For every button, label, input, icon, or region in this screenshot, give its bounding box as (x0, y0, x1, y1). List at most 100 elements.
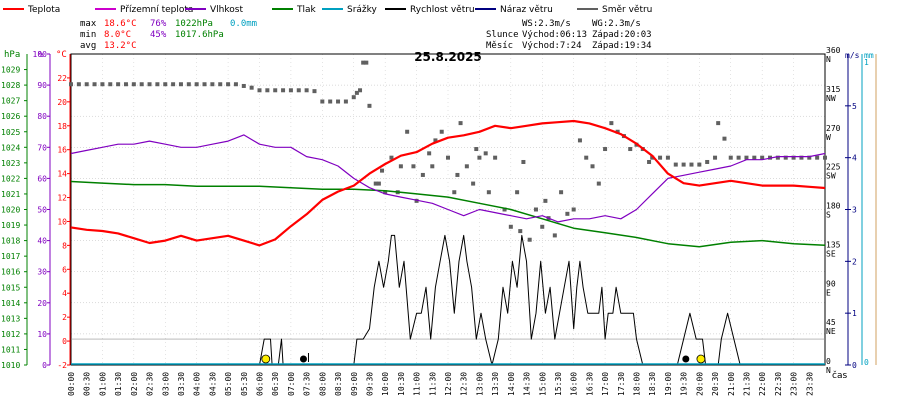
pressure-tick-label: 1014 (1, 299, 20, 308)
legend-item-7: Směr větru (577, 5, 652, 15)
x-tick-label: 15:00 (538, 372, 547, 396)
x-tick: 23:30 (805, 372, 814, 396)
direction-tick-value: 315 (826, 85, 841, 94)
wind-direction-point (210, 82, 215, 87)
x-tick: 11:00 (413, 372, 422, 396)
x-tick-label: 08:00 (318, 372, 327, 396)
temperature-tick-label: 22 (57, 74, 67, 83)
temperature-tick-label: 20 (57, 98, 67, 107)
wind-speed-line (71, 234, 825, 366)
wind-direction-point (673, 162, 678, 167)
wind-direction-point (584, 155, 589, 160)
x-tick-label: 04:30 (208, 372, 217, 396)
wind-direction-point (389, 155, 394, 160)
pressure-tick-label: 1017 (1, 252, 20, 261)
x-tick: 20:00 (695, 372, 704, 396)
wind-direction-point (502, 207, 507, 212)
x-tick: 17:00 (601, 372, 610, 396)
x-tick-label: 15:30 (554, 372, 563, 396)
wind-direction-point (658, 155, 663, 160)
wind-direction-point (76, 82, 81, 87)
x-tick-label: 10:00 (381, 372, 390, 396)
x-tick-label: 11:30 (428, 372, 437, 396)
wind-direction-point (752, 155, 757, 160)
x-tick: 18:00 (633, 372, 642, 396)
x-axis: 00:00 00:30 01:00 01:30 02:00 02:30 03:00 03:30… (67, 372, 814, 396)
x-tick-label: 05:30 (240, 372, 249, 396)
wind-direction-point (596, 181, 601, 186)
x-tick-label: 23:30 (805, 372, 814, 396)
wind-direction-point (477, 155, 482, 160)
x-tick: 04:30 (208, 372, 217, 396)
x-tick-label: 17:00 (601, 372, 610, 396)
x-tick: 12:30 (460, 372, 469, 396)
wind-direction-point (493, 155, 498, 160)
x-tick-label: 05:00 (224, 372, 233, 396)
wind-direction-point (571, 207, 576, 212)
temperature-tick-label: 14 (57, 170, 67, 179)
temperature-tick-label: 8 (62, 241, 67, 250)
wind-direction-point (783, 155, 788, 160)
x-tick: 02:00 (130, 372, 139, 396)
x-tick: 16:30 (585, 372, 594, 396)
x-tick-label: 10:30 (397, 372, 406, 396)
wind-direction-point (565, 211, 570, 216)
x-tick-label: 07:30 (303, 372, 312, 396)
wind-tick-label: 4 (852, 154, 857, 163)
wind-direction-point (226, 82, 231, 87)
wind-direction-point (364, 60, 369, 65)
wind-direction-point (815, 155, 820, 160)
x-tick-label: 00:30 (83, 372, 92, 396)
x-tick-label: 01:30 (114, 372, 123, 396)
x-tick: 11:30 (428, 372, 437, 396)
x-tick-label: 02:30 (146, 372, 155, 396)
direction-tick-value: 135 (826, 240, 841, 249)
plot-frame (70, 53, 826, 366)
direction-tick-value: 225 (826, 163, 841, 172)
humidity-tick-label: 70 (37, 143, 47, 152)
x-tick: 05:00 (224, 372, 233, 396)
wind-direction-point (486, 190, 491, 195)
stat-temp-min: 8.0°C (104, 30, 131, 40)
pressure-tick-label: 1016 (1, 268, 20, 277)
wind-direction-series (69, 60, 827, 242)
wind-direction-point (665, 155, 670, 160)
wind-direction-point (807, 155, 812, 160)
stats-block: max 18.6°C 76% 1022hPa 0.0mm min 8.0°C 45% 1017.… (80, 19, 652, 51)
legend-item-6: Náraz větru (475, 5, 553, 15)
wind-direction-point (361, 60, 366, 65)
legend-item-5: Rychlost větru (385, 5, 475, 15)
x-tick: 23:00 (790, 372, 799, 396)
stat-hum-max: 76% (150, 19, 167, 29)
temperature-tick-label: 6 (62, 265, 67, 274)
wind-direction-point (705, 159, 710, 164)
x-tick-label: 16:30 (585, 372, 594, 396)
moonrise-time: Východ:7:24 (522, 41, 582, 51)
x-tick-label: 13:30 (491, 372, 500, 396)
pressure-tick-label: 1015 (1, 283, 20, 292)
wind-direction-point (351, 95, 356, 100)
pressure-tick-label: 1024 (1, 143, 20, 152)
stat-hum-min: 45% (150, 30, 167, 40)
wind-tick-label: 1 (852, 309, 857, 318)
x-tick-label: 09:30 (365, 372, 374, 396)
wind-direction-point (265, 88, 270, 93)
sunset-marker (696, 354, 706, 364)
wind-tick-label: 2 (852, 257, 857, 266)
stats-min-label: min (80, 30, 96, 40)
wind-direction-point (775, 155, 780, 160)
x-tick: 15:00 (538, 372, 547, 396)
wind-direction-point (791, 155, 796, 160)
wind-direction-point (552, 233, 557, 238)
x-tick-label: 22:00 (758, 372, 767, 396)
x-tick-label: 08:30 (334, 372, 343, 396)
wind-direction-point (358, 88, 363, 93)
x-tick: 07:00 (287, 372, 296, 396)
sun-label: Slunce (486, 30, 519, 40)
wind-direction-point (92, 82, 97, 87)
temperature-tick-label: 18 (57, 122, 67, 131)
wind-direction-point (540, 224, 545, 229)
wind-direction-point (155, 82, 160, 87)
temperature-tick-label: 0 (62, 337, 67, 346)
